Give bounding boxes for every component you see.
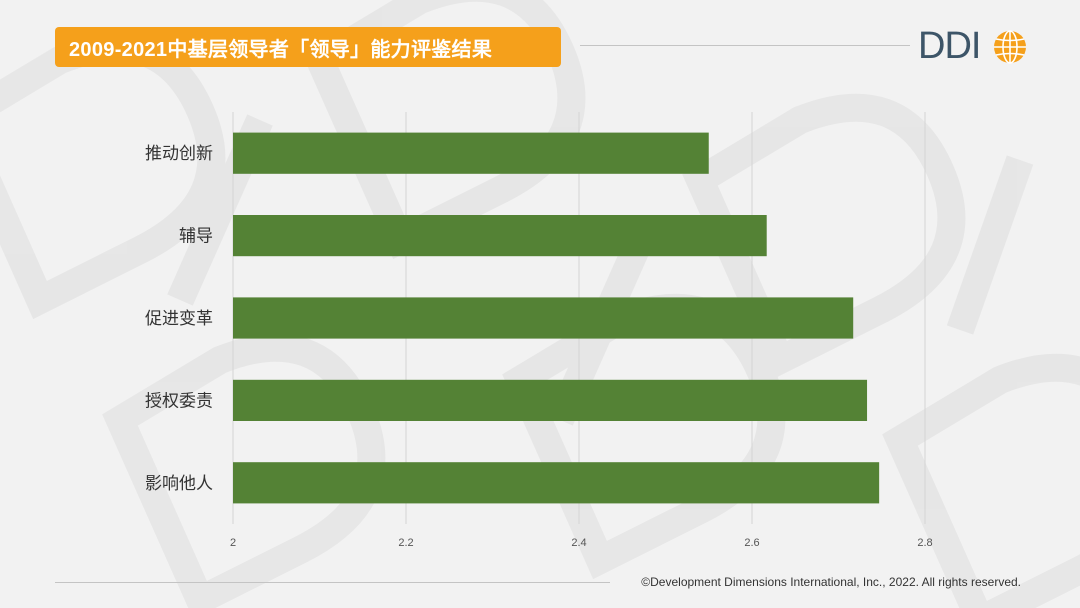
bar — [233, 379, 868, 421]
category-label: 影响他人 — [145, 474, 213, 494]
header-divider — [580, 45, 910, 46]
category-label: 推动创新 — [145, 144, 213, 164]
category-label: 促进变革 — [145, 309, 213, 329]
x-tick-label: 2.2 — [398, 537, 413, 549]
x-tick-label: 2.8 — [917, 537, 932, 549]
x-tick-label: 2.4 — [571, 537, 586, 549]
bar — [233, 132, 709, 174]
chart-bars — [233, 132, 880, 504]
logo-text: DDI — [918, 25, 981, 67]
category-label: 授权委责 — [145, 391, 213, 411]
slide-title: 2009-2021中基层领导者「领导」能力评鉴结果 — [55, 27, 561, 67]
x-tick-label: 2 — [230, 537, 236, 549]
x-tick-label: 2.6 — [744, 537, 759, 549]
globe-icon — [994, 30, 1026, 64]
bar — [233, 297, 854, 339]
footer-divider — [55, 582, 610, 583]
copyright-text: ©Development Dimensions International, I… — [641, 575, 1021, 589]
category-label: 辅导 — [179, 227, 213, 247]
x-tick-labels: 2 2.2 2.4 2.6 2.8 — [230, 537, 933, 549]
bar — [233, 215, 767, 257]
ddi-logo: DDI — [918, 24, 1036, 68]
bar — [233, 462, 880, 504]
